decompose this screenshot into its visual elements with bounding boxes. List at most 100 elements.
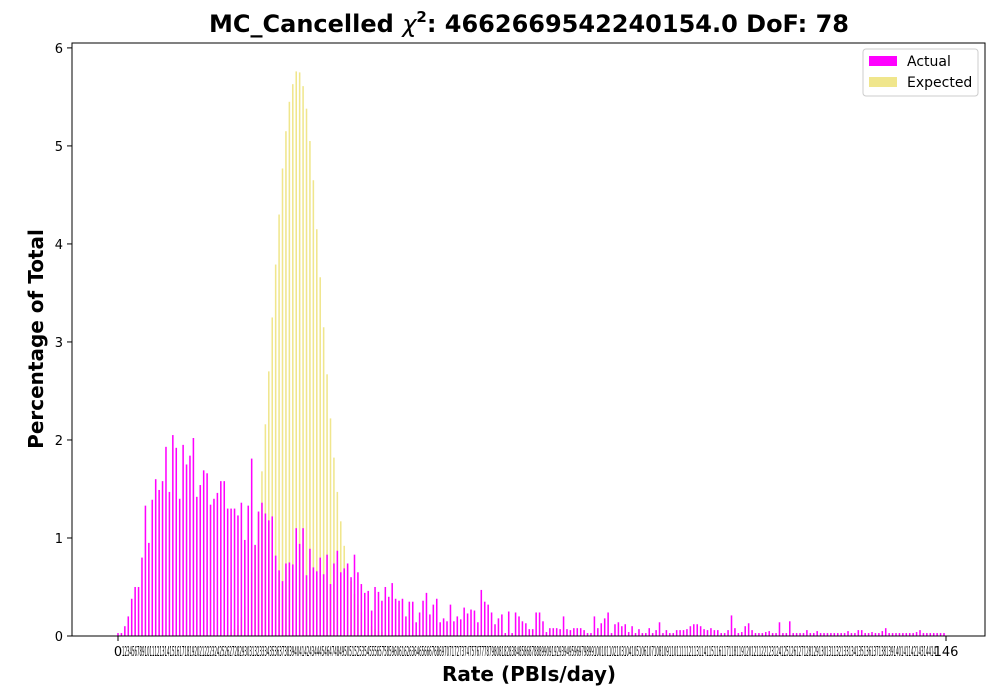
chart-title-chi-superscript: 2: [416, 8, 426, 26]
y-tick-label: 2: [55, 434, 63, 449]
actual-bar: [264, 513, 267, 636]
actual-bar: [693, 624, 695, 636]
actual-bar: [202, 470, 205, 636]
actual-bar: [641, 633, 644, 636]
actual-bar: [456, 616, 459, 636]
chart-title-prefix: MC_Cancelled: [209, 10, 402, 38]
actual-bar: [364, 592, 366, 636]
actual-bar: [261, 502, 263, 636]
actual-bar: [617, 622, 620, 636]
expected-bar: [295, 71, 297, 637]
actual-bar: [466, 613, 469, 636]
actual-bar: [240, 502, 243, 636]
actual-bar: [912, 633, 914, 636]
actual-bar: [398, 600, 400, 636]
actual-bar: [439, 622, 441, 636]
expected-bar: [292, 84, 294, 637]
actual-bar: [295, 528, 297, 636]
actual-bar: [226, 508, 229, 636]
actual-bar: [717, 630, 719, 636]
actual-bar: [785, 633, 788, 636]
expected-bar: [274, 264, 277, 636]
actual-bar: [120, 633, 123, 636]
actual-bar: [418, 612, 421, 636]
actual-bar: [137, 586, 140, 636]
actual-bar: [922, 633, 925, 636]
actual-bar: [600, 623, 603, 636]
actual-bar: [333, 563, 335, 636]
actual-bar: [377, 591, 380, 636]
actual-bar: [806, 630, 808, 636]
actual-bar: [387, 596, 390, 636]
actual-bar: [305, 575, 308, 636]
actual-bar: [603, 618, 606, 636]
actual-bar: [213, 498, 215, 636]
actual-bar: [531, 629, 534, 636]
actual-bar: [192, 438, 195, 636]
expected-bar: [288, 101, 291, 636]
actual-bar: [939, 633, 942, 636]
actual-bar: [631, 626, 633, 636]
actual-bar: [703, 629, 705, 636]
actual-bar: [124, 626, 126, 636]
actual-bar: [415, 622, 417, 636]
actual-bar: [826, 633, 829, 636]
actual-bar: [220, 481, 222, 636]
actual-bar: [699, 626, 702, 636]
actual-bar: [669, 633, 671, 636]
actual-bar: [165, 446, 167, 636]
x-axis-label: Rate (PBIs/day): [442, 662, 616, 686]
actual-bar: [943, 633, 945, 636]
actual-bar: [559, 629, 561, 636]
actual-bar: [446, 621, 448, 636]
actual-bar: [579, 628, 582, 636]
actual-bar: [525, 623, 527, 636]
actual-bar: [768, 631, 770, 636]
actual-bar: [134, 586, 136, 636]
actual-bar: [847, 631, 849, 636]
actual-bar: [237, 515, 239, 636]
expected-bar: [302, 86, 304, 636]
actual-bar: [593, 616, 596, 636]
actual-bar: [713, 630, 716, 636]
actual-bar: [336, 550, 339, 636]
actual-bar: [199, 485, 202, 636]
x-tick-label-last: 146: [934, 645, 959, 660]
actual-bar: [292, 564, 294, 636]
actual-bar: [830, 633, 832, 636]
actual-bar: [782, 633, 784, 636]
actual-bar: [405, 616, 407, 636]
actual-bar: [867, 633, 870, 636]
chart-title-chi: χ: [400, 10, 417, 38]
actual-bar: [316, 571, 318, 636]
actual-bar: [117, 633, 119, 636]
actual-bar: [514, 612, 517, 636]
actual-bar: [168, 491, 171, 636]
actual-bar: [521, 621, 524, 636]
actual-bar: [278, 570, 280, 636]
actual-bar: [799, 633, 801, 636]
x-tick-label-first: 0: [114, 645, 122, 660]
actual-bar: [898, 633, 901, 636]
actual-bar: [312, 567, 315, 636]
actual-bar: [754, 633, 757, 636]
actual-bar: [915, 632, 918, 636]
legend-label-expected: Expected: [907, 75, 972, 91]
actual-bar: [374, 586, 376, 636]
actual-bar: [511, 633, 513, 636]
actual-bar: [679, 630, 681, 636]
y-tick-label: 5: [55, 140, 63, 155]
expected-bar: [278, 214, 280, 636]
actual-bar: [535, 612, 537, 636]
actual-bar: [823, 633, 825, 636]
actual-bar: [538, 612, 541, 636]
actual-bar: [751, 630, 753, 636]
actual-bar: [569, 630, 572, 636]
actual-bar: [792, 633, 794, 636]
actual-bar: [483, 601, 486, 636]
actual-bar: [346, 563, 349, 636]
actual-bar: [497, 618, 500, 636]
actual-bar: [627, 632, 630, 636]
actual-bar: [370, 610, 373, 636]
y-tick-label: 3: [55, 336, 63, 351]
